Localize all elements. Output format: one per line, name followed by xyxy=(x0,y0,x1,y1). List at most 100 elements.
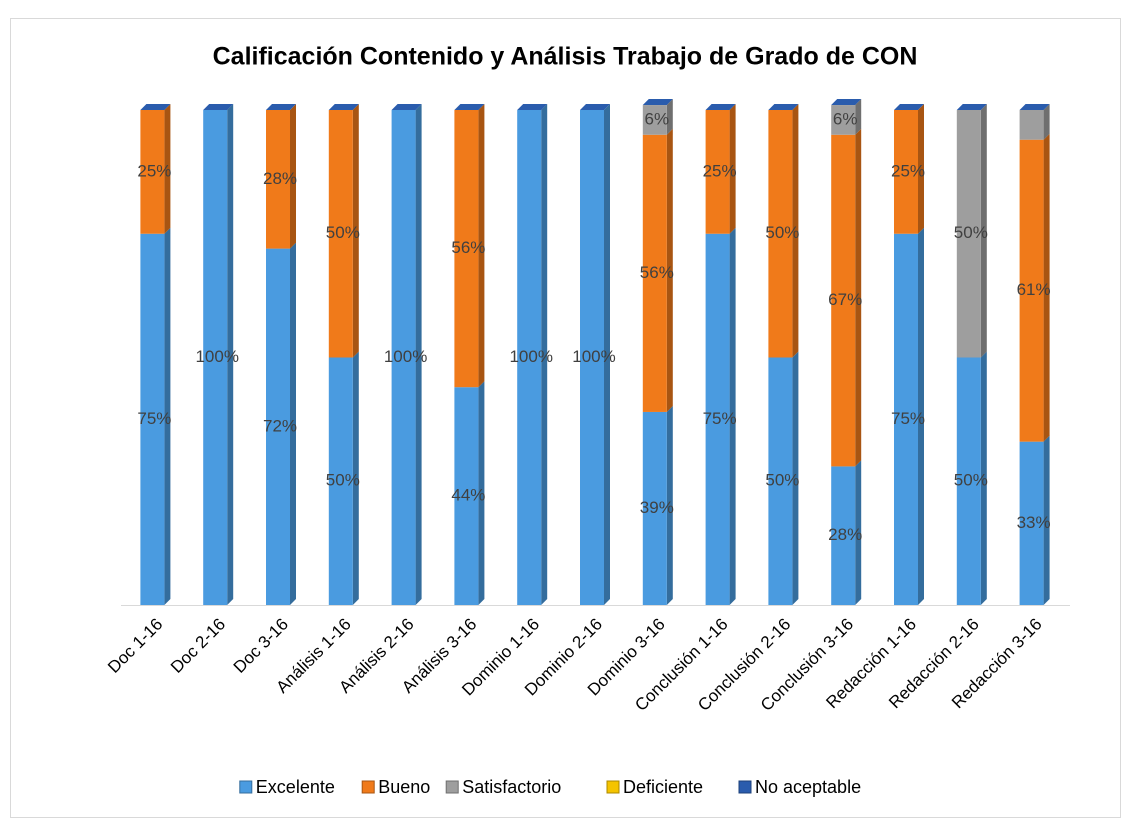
bar-segment xyxy=(705,233,730,605)
bar-side xyxy=(1043,104,1050,140)
bar-segment xyxy=(831,466,856,605)
bar-top xyxy=(705,104,736,110)
bar-side xyxy=(666,128,673,412)
data-label: 50% xyxy=(954,471,988,490)
bar-side xyxy=(729,104,736,234)
bar-segment xyxy=(454,387,479,605)
bar-segment xyxy=(642,134,667,412)
bar-segment xyxy=(705,110,730,234)
bar-top xyxy=(894,104,924,110)
data-label: 25% xyxy=(891,161,925,180)
bar-segment xyxy=(831,134,856,467)
bar-segment xyxy=(956,110,981,358)
bar-segment xyxy=(328,357,353,605)
data-label: 25% xyxy=(137,161,171,180)
x-tick-label: Doc 1-16 xyxy=(104,615,166,677)
bar-segment xyxy=(454,110,479,388)
bar-side xyxy=(290,104,296,249)
bar-top xyxy=(266,104,296,110)
bar-side xyxy=(415,104,422,605)
bar-segment xyxy=(580,110,604,605)
bar-segment xyxy=(642,411,667,605)
bar-segment xyxy=(1019,110,1044,140)
bar-side xyxy=(855,128,862,467)
data-label: 50% xyxy=(326,223,360,242)
bar-top xyxy=(831,99,862,106)
bar-segment xyxy=(642,105,667,135)
data-label: 6% xyxy=(833,109,858,128)
legend-label: Satisfactorio xyxy=(462,777,561,797)
legend-swatch xyxy=(445,780,459,794)
bar-side xyxy=(290,242,296,605)
legend-swatch xyxy=(738,780,752,794)
bar-side xyxy=(164,104,171,234)
bar-side xyxy=(666,405,673,605)
legend-label: Excelente xyxy=(256,777,335,797)
data-label: 67% xyxy=(828,290,862,309)
bar-segment xyxy=(328,110,353,358)
bar-top xyxy=(328,104,359,110)
bar-side xyxy=(604,104,610,605)
data-label: 33% xyxy=(1017,513,1051,532)
data-label: 56% xyxy=(640,263,674,282)
data-label: 100% xyxy=(572,347,615,366)
data-label: 56% xyxy=(451,238,485,257)
data-label: 100% xyxy=(195,347,238,366)
legend-swatch xyxy=(361,780,375,794)
bar-side xyxy=(918,104,924,234)
bar-side xyxy=(855,99,862,135)
bar-segment xyxy=(768,110,793,358)
bar-side xyxy=(478,381,485,605)
data-label: 75% xyxy=(891,409,925,428)
legend-swatch xyxy=(239,780,253,794)
bar-top xyxy=(642,99,673,106)
bar-segment xyxy=(391,110,416,605)
bar-side xyxy=(855,460,862,605)
chart-border xyxy=(10,18,1121,818)
bar-side xyxy=(1043,133,1050,442)
data-label: 72% xyxy=(263,416,297,435)
bar-top xyxy=(768,104,799,110)
data-label: 50% xyxy=(954,223,988,242)
data-label: 25% xyxy=(703,161,737,180)
data-label: 75% xyxy=(703,409,737,428)
bar-top xyxy=(203,104,234,110)
bar-segment xyxy=(203,110,228,605)
bar-top xyxy=(580,104,610,110)
bar-segment xyxy=(266,110,290,249)
bar-segment xyxy=(831,105,856,135)
chart-title: Calificación Contenido y Análisis Trabaj… xyxy=(213,43,918,71)
bar-segment xyxy=(140,233,165,605)
bar-segment xyxy=(894,110,918,234)
data-label: 61% xyxy=(1017,280,1051,299)
bar-side xyxy=(666,99,673,135)
data-label: 50% xyxy=(765,471,799,490)
bar-segment xyxy=(768,357,793,605)
bar-top xyxy=(454,104,485,110)
bar-side xyxy=(980,351,987,605)
data-label: 28% xyxy=(828,525,862,544)
bar-side xyxy=(164,227,171,605)
bar-segment xyxy=(140,110,165,234)
data-label: 75% xyxy=(137,409,171,428)
data-label: 50% xyxy=(765,223,799,242)
bar-top xyxy=(1019,104,1050,110)
bar-side xyxy=(792,351,799,605)
data-label: 100% xyxy=(509,347,552,366)
bar-side xyxy=(227,104,234,605)
bar-segment xyxy=(1019,441,1044,605)
bar-side xyxy=(541,104,548,605)
bar-side xyxy=(1043,435,1050,605)
bar-side xyxy=(352,351,359,605)
data-label: 50% xyxy=(326,471,360,490)
bar-side xyxy=(792,104,799,358)
data-label: 44% xyxy=(451,486,485,505)
bar-side xyxy=(352,104,359,358)
bar-segment xyxy=(1019,139,1044,442)
data-label: 100% xyxy=(384,347,427,366)
bar-side xyxy=(980,104,987,358)
x-tick-label: Doc 3-16 xyxy=(230,615,292,677)
data-label: 39% xyxy=(640,498,674,517)
bar-side xyxy=(918,227,924,605)
